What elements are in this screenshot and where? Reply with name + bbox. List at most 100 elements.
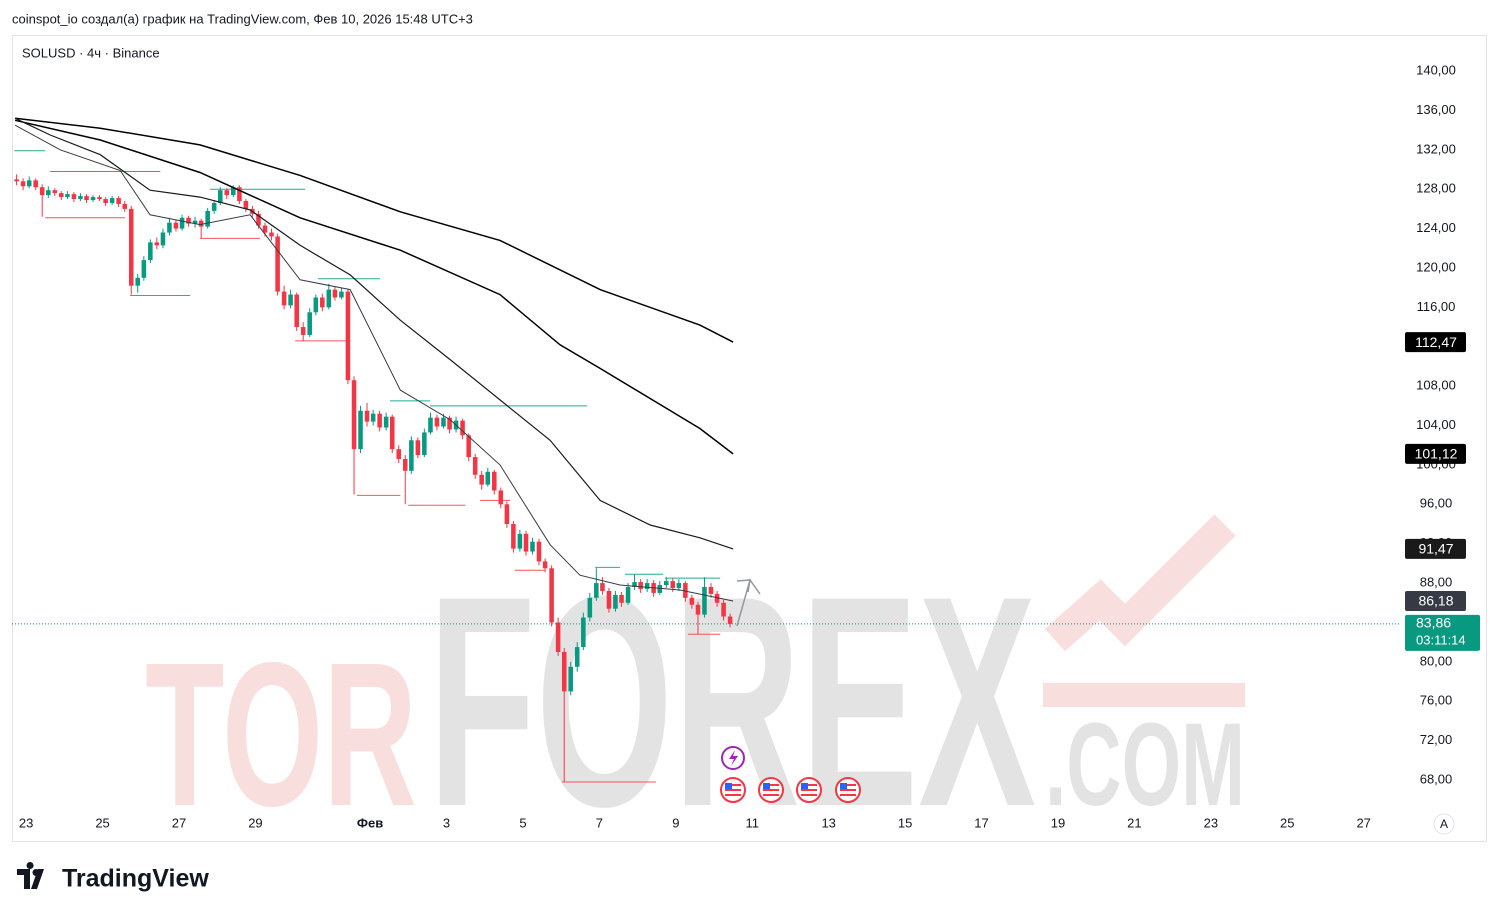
ma-line — [14, 124, 734, 602]
candle-body — [428, 417, 433, 433]
price-badge — [1405, 590, 1466, 611]
y-tick-label: 140,00 — [1416, 62, 1456, 77]
x-tick-label: 7 — [596, 815, 603, 830]
ma-line — [14, 119, 734, 455]
y-tick-label: 76,00 — [1420, 693, 1453, 708]
candle-body — [237, 187, 242, 202]
candle-body — [173, 222, 179, 229]
candle-body — [472, 457, 478, 475]
chart-frame — [12, 35, 1487, 842]
candle-body — [606, 590, 612, 609]
candle-body — [211, 202, 217, 211]
auto-scale-label: A — [1440, 817, 1448, 831]
candle-body — [613, 594, 618, 609]
candle-body — [377, 413, 382, 428]
candle-body — [574, 647, 580, 667]
candle-body — [128, 208, 134, 286]
candle-body — [702, 587, 707, 615]
footer-brand: TradingView — [62, 865, 209, 893]
candle-body — [422, 432, 427, 456]
y-tick-label: 88,00 — [1420, 575, 1453, 590]
price-badge-label: 112,47 — [1415, 334, 1457, 350]
last-price-badge — [1405, 614, 1480, 651]
candle-body — [313, 297, 319, 313]
x-tick-label: Фев — [357, 815, 383, 830]
ma-line — [14, 117, 734, 550]
price-badge — [1405, 443, 1466, 464]
event-icon-bolt — [729, 750, 738, 766]
candle-body — [52, 190, 58, 194]
watermark-bar — [1043, 683, 1245, 707]
drawing-arrow-head — [736, 579, 751, 593]
candle-body — [708, 587, 714, 594]
x-tick-label: 5 — [519, 815, 526, 830]
candle-body — [218, 190, 223, 203]
candle-body — [90, 197, 96, 201]
candle-body — [644, 583, 650, 589]
candle-body — [415, 440, 421, 456]
candle-body — [536, 541, 542, 562]
candle-body — [198, 220, 204, 227]
candle-body — [326, 289, 332, 308]
candle-body — [39, 187, 45, 196]
candle-body — [434, 417, 440, 427]
x-tick-label: 27 — [172, 815, 186, 830]
candle-body — [345, 291, 351, 381]
candle-body — [65, 194, 70, 198]
candle-body — [109, 198, 115, 203]
candle-body — [26, 180, 32, 187]
x-tick-label: 3 — [443, 815, 450, 830]
candle-body — [389, 416, 395, 450]
watermark-arrow — [1045, 514, 1236, 652]
y-tick-label: 124,00 — [1416, 220, 1456, 235]
price-badge — [1405, 332, 1466, 353]
candle-body — [568, 666, 573, 692]
header: coinspot_io создал(а) график на TradingV… — [12, 11, 473, 26]
x-tick-label: 25 — [1280, 815, 1294, 830]
y-tick-label: 128,00 — [1416, 181, 1456, 196]
candle-body — [262, 225, 268, 233]
event-flag[interactable] — [835, 777, 861, 803]
candle-body — [154, 242, 160, 246]
candle-body — [594, 583, 599, 598]
candle-body — [625, 587, 631, 603]
candle-body — [243, 201, 249, 209]
x-tick-label: 17 — [974, 815, 988, 830]
x-tick-label: 21 — [1127, 815, 1141, 830]
event-flag[interactable] — [758, 777, 784, 803]
price-badge-label: 91,47 — [1418, 541, 1453, 557]
candle-body — [523, 533, 529, 552]
candle-body — [492, 471, 497, 491]
x-tick-label: 9 — [672, 815, 679, 830]
candle-body — [186, 217, 191, 224]
candle-body — [46, 190, 51, 196]
candle-body — [600, 583, 605, 591]
candle-body — [148, 242, 153, 261]
candle-body — [683, 583, 688, 598]
candle-body — [466, 435, 471, 458]
watermark-com: .COM — [1045, 699, 1245, 831]
candle-body — [511, 523, 516, 549]
candle-body — [396, 449, 402, 460]
auto-scale-button[interactable] — [1433, 813, 1455, 835]
candle-body — [59, 193, 64, 198]
candle-body — [402, 459, 408, 471]
x-tick-label: 15 — [898, 815, 912, 830]
candle-body — [358, 410, 363, 450]
x-tick-label: 27 — [1356, 815, 1370, 830]
candle-body — [20, 181, 26, 187]
candle-body — [332, 289, 338, 298]
candle-body — [205, 210, 210, 227]
x-tick-label: 19 — [1051, 815, 1065, 830]
event-flag[interactable] — [720, 777, 746, 803]
candle-body — [670, 581, 676, 588]
y-tick-label: 116,00 — [1417, 299, 1456, 314]
candle-body — [97, 197, 102, 200]
event-flag[interactable] — [796, 777, 822, 803]
y-tick-label: 136,00 — [1416, 102, 1456, 117]
watermark-forex: FOREX — [428, 533, 1037, 869]
candle-body — [192, 220, 198, 224]
x-tick-label: 25 — [95, 815, 109, 830]
